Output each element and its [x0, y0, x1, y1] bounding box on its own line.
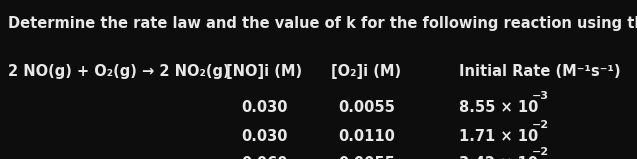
Text: Determine the rate law and the value of k for the following reaction using the d: Determine the rate law and the value of … — [8, 16, 637, 31]
Text: 0.060: 0.060 — [241, 156, 287, 159]
Text: Initial Rate (M⁻¹s⁻¹): Initial Rate (M⁻¹s⁻¹) — [459, 64, 620, 79]
Text: −3: −3 — [532, 91, 549, 101]
Text: 3.42 × 10: 3.42 × 10 — [459, 156, 538, 159]
Text: −2: −2 — [532, 120, 549, 130]
Text: 2 NO(g) + O₂(g) → 2 NO₂(g): 2 NO(g) + O₂(g) → 2 NO₂(g) — [8, 64, 229, 79]
Text: [NO]i (M): [NO]i (M) — [226, 64, 303, 79]
Text: 0.030: 0.030 — [241, 100, 287, 115]
Text: 0.0055: 0.0055 — [338, 156, 395, 159]
Text: −2: −2 — [532, 147, 549, 157]
Text: 8.55 × 10: 8.55 × 10 — [459, 100, 538, 115]
Text: 1.71 × 10: 1.71 × 10 — [459, 129, 538, 144]
Text: 0.030: 0.030 — [241, 129, 287, 144]
Text: [O₂]i (M): [O₂]i (M) — [331, 64, 401, 79]
Text: 0.0110: 0.0110 — [338, 129, 395, 144]
Text: 0.0055: 0.0055 — [338, 100, 395, 115]
